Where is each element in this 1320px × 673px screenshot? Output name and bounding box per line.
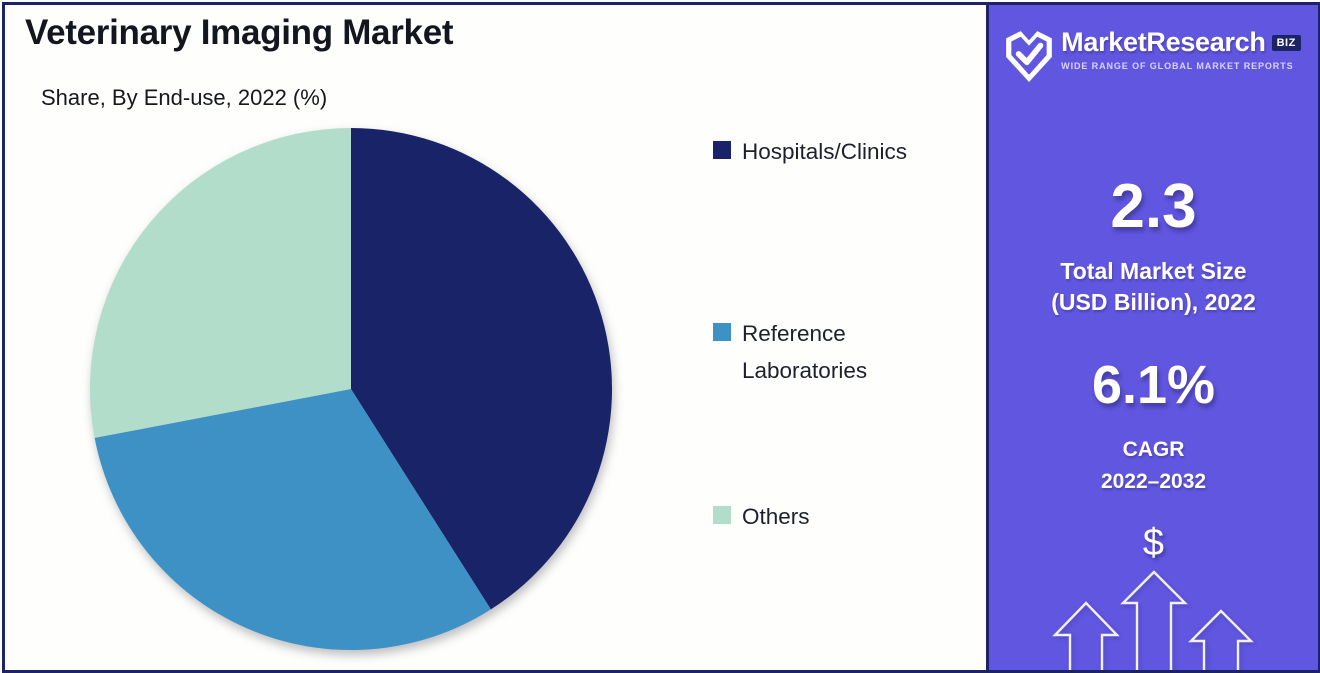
stat-market-size-value: 2.3 — [1110, 172, 1197, 241]
brand-logo-icon — [1006, 31, 1053, 82]
brand-logo: MarketResearch BIZ WIDE RANGE OF GLOBAL … — [989, 5, 1318, 83]
legend-item-reference-laboratories: Reference Laboratories — [713, 315, 913, 389]
stat-market-size-label: Total Market Size (USD Billion), 2022 — [989, 256, 1318, 318]
legend-label: Others — [742, 504, 810, 529]
legend-label: Hospitals/Clinics — [742, 139, 908, 164]
pie-slice-1 — [94, 389, 491, 651]
brand-tagline: WIDE RANGE OF GLOBAL MARKET REPORTS — [1061, 61, 1294, 71]
stat-cagr-value: 6.1% — [1091, 355, 1216, 416]
pie-chart-svg — [89, 128, 612, 651]
stat-label-line: Total Market Size — [1060, 258, 1247, 284]
brand-name: MarketResearch — [1061, 27, 1266, 57]
brand-badge: BIZ — [1271, 34, 1301, 51]
page-title: Veterinary Imaging Market — [25, 13, 454, 52]
pie-slice-2 — [89, 128, 351, 438]
growth-arrows-icon — [1052, 570, 1254, 670]
stat-cagr-label: CAGR 2022–2032 — [989, 434, 1318, 497]
legend-label: Reference Laboratories — [742, 321, 868, 384]
dollar-icon: $ — [1142, 522, 1165, 564]
chart-subtitle: Share, By End-use, 2022 (%) — [41, 85, 328, 110]
sidebar: MarketResearch BIZ WIDE RANGE OF GLOBAL … — [986, 5, 1318, 670]
pie-slice-0 — [351, 128, 612, 610]
legend-swatch-icon — [713, 323, 731, 341]
stat-label-line: 2022–2032 — [1100, 469, 1207, 493]
legend-swatch-icon — [713, 141, 731, 159]
chart-panel: Veterinary Imaging Market Share, By End-… — [5, 5, 989, 670]
stat-label-line: (USD Billion), 2022 — [1051, 289, 1256, 316]
growth-arrows: $ — [989, 520, 1318, 670]
pie-slices — [89, 128, 612, 651]
pie-chart — [89, 128, 612, 651]
brand-line: MarketResearch BIZ — [1061, 27, 1301, 58]
legend-item-hospitals-clinics: Hospitals/Clinics — [713, 133, 907, 170]
stat-label-line: CAGR — [1122, 438, 1185, 462]
brand-text-block: MarketResearch BIZ WIDE RANGE OF GLOBAL … — [1061, 27, 1301, 71]
legend-item-others: Others — [713, 498, 810, 535]
legend-swatch-icon — [713, 506, 731, 524]
